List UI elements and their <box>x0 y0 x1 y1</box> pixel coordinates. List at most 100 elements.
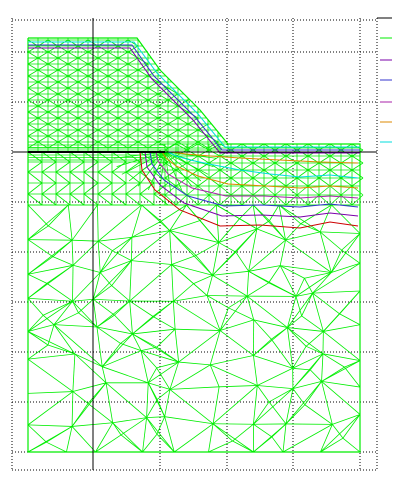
mesh-edge <box>321 366 345 382</box>
mesh-edge <box>67 105 79 113</box>
mesh-edge <box>206 295 229 309</box>
mesh-edge <box>164 151 202 182</box>
mesh-edge <box>271 423 287 438</box>
mesh-edge <box>72 353 76 392</box>
mesh-edge <box>208 423 214 453</box>
mesh-edge <box>253 436 273 453</box>
mesh-edge <box>351 162 364 171</box>
mesh-edge <box>27 193 43 206</box>
mesh-edge <box>120 343 142 352</box>
mesh-edge <box>164 143 177 151</box>
mesh-edge <box>42 314 55 325</box>
mesh-edge <box>67 123 79 131</box>
mesh-edge <box>69 151 85 163</box>
mesh-edge <box>97 171 113 184</box>
mesh-edge <box>77 111 89 119</box>
mesh-edge <box>167 99 179 107</box>
mesh-edge <box>177 129 189 137</box>
mesh-edge <box>329 162 342 171</box>
mesh-edge <box>97 81 109 89</box>
mesh-edge <box>67 45 79 53</box>
mesh-edge <box>97 57 109 65</box>
mesh-edge <box>186 143 199 151</box>
mesh-edge <box>77 45 89 53</box>
mesh-edge <box>127 111 139 119</box>
mesh-edge <box>37 105 49 113</box>
mesh-edge <box>137 151 166 187</box>
mesh-edge <box>257 385 293 390</box>
mesh-edge <box>27 117 39 125</box>
mesh-edge <box>206 275 213 296</box>
mesh-edge <box>137 105 149 113</box>
mesh-edge <box>164 151 172 192</box>
mesh-edge <box>175 185 188 196</box>
mesh-edge <box>285 162 298 171</box>
mesh-edge <box>312 290 361 294</box>
mesh-edge <box>99 237 133 273</box>
mesh-edge <box>195 242 219 256</box>
mesh-edge <box>47 324 55 346</box>
mesh-edge <box>95 422 114 453</box>
mesh-edge <box>107 63 119 71</box>
mesh-edge <box>27 69 39 77</box>
mesh-edge <box>117 135 129 143</box>
mesh-edge <box>171 264 174 302</box>
mesh-edge <box>248 270 269 284</box>
mesh-edge <box>57 57 69 65</box>
mesh-edge <box>212 385 258 425</box>
mesh-edge <box>241 162 254 171</box>
mesh-edge <box>153 182 169 195</box>
mesh-edge <box>111 285 130 302</box>
mesh-edge <box>212 270 249 276</box>
mesh-edge <box>72 422 113 427</box>
mesh-edge <box>228 295 248 309</box>
mesh-edge <box>209 330 221 365</box>
mesh-edge <box>97 99 109 107</box>
mesh-edge <box>72 298 94 302</box>
mesh-edge <box>27 344 49 360</box>
mesh-edge <box>287 296 297 328</box>
mesh-edge <box>69 182 85 195</box>
mesh-edge <box>142 417 147 453</box>
mesh-edge <box>117 129 129 137</box>
mesh-edge <box>164 151 217 159</box>
mesh-edge <box>37 75 49 83</box>
mesh-edge <box>111 171 127 184</box>
mesh-edge <box>117 111 129 119</box>
mesh-edge <box>187 129 199 137</box>
mesh-edge <box>97 75 109 83</box>
contour-blue-lower <box>149 151 359 208</box>
mesh-edge <box>27 151 43 163</box>
mesh-edge <box>219 169 232 179</box>
mesh-edge <box>230 194 243 206</box>
mesh-edge <box>146 382 149 418</box>
mesh-edge <box>320 414 361 453</box>
mesh-edge <box>219 385 258 388</box>
mesh-edge <box>27 45 39 53</box>
mesh-edge <box>268 265 281 284</box>
mesh-edge <box>55 171 71 184</box>
mesh-edge <box>322 353 361 362</box>
mesh-edge <box>197 143 210 151</box>
mesh-edge <box>107 129 119 137</box>
mesh-edge <box>97 87 109 95</box>
mesh-edge <box>341 249 361 264</box>
mesh-edge <box>232 440 254 453</box>
mesh-edge <box>47 105 59 113</box>
mesh-edge <box>295 278 305 297</box>
mesh-edge <box>279 265 297 297</box>
mesh-edge <box>27 353 75 360</box>
mesh-edge <box>169 386 220 390</box>
mesh-edge <box>175 328 221 331</box>
mesh-edge <box>187 123 199 131</box>
mesh-edge <box>140 350 149 383</box>
mesh-edge <box>323 324 361 332</box>
mesh-edge <box>57 117 69 125</box>
mesh-edge <box>147 361 179 384</box>
mesh-edge <box>274 169 287 179</box>
mesh-edge <box>292 369 311 389</box>
mesh-edge <box>27 182 43 195</box>
mesh-edge <box>47 344 76 355</box>
mesh-edge <box>319 231 342 251</box>
mesh-edge <box>137 69 149 77</box>
